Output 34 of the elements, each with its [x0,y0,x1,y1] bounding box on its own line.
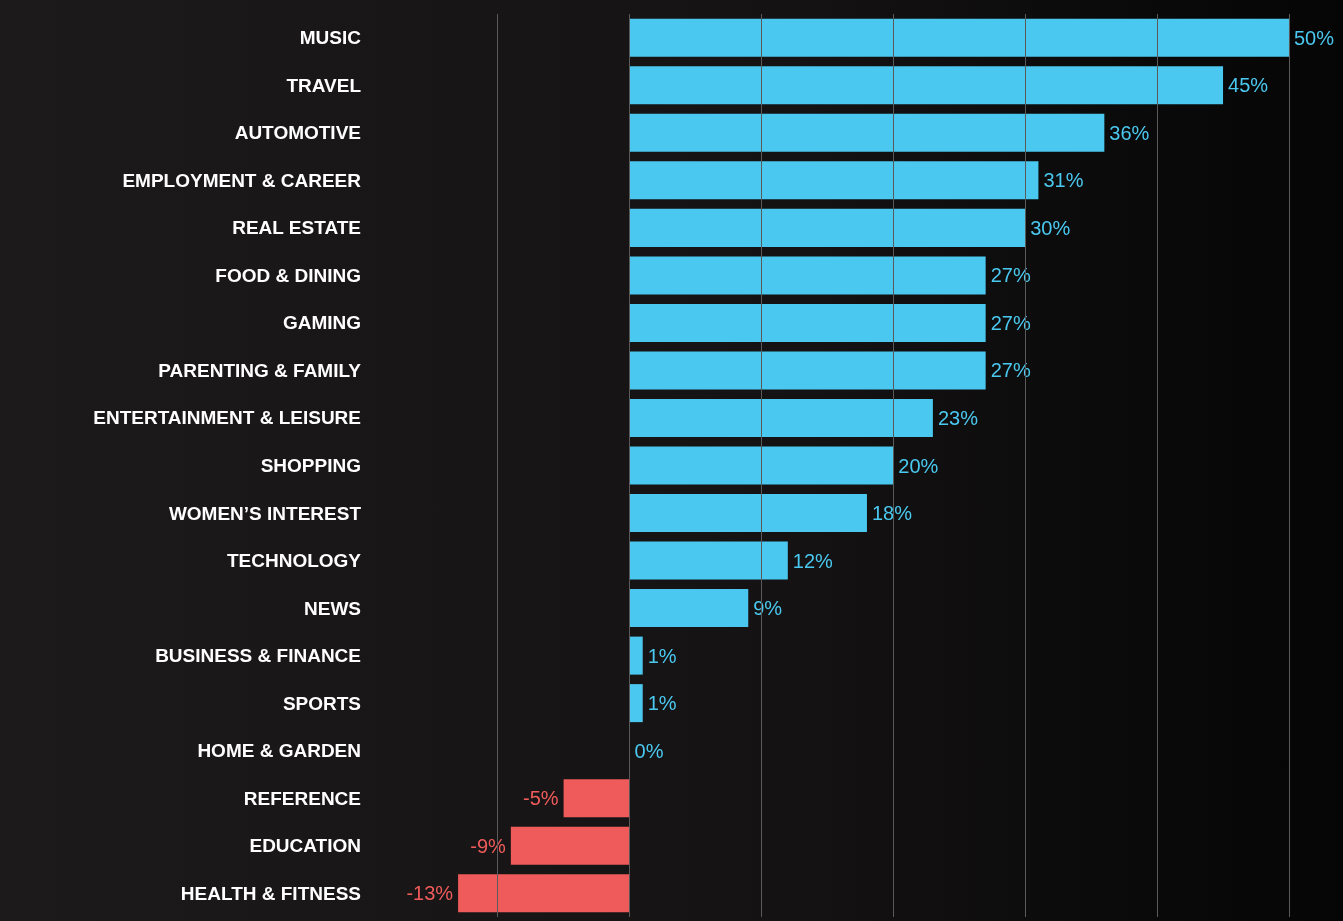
data-label: 31% [1043,169,1084,192]
y-tick-label: FOOD & DINING [215,264,361,286]
data-label: -13% [406,882,454,905]
y-tick-label: TRAVEL [286,74,362,96]
y-tick-label: WOMEN’S INTEREST [168,502,362,524]
data-label: 1% [647,692,677,715]
data-label: 23% [937,406,979,429]
y-tick-label: REAL ESTATE [232,217,361,239]
y-tick-label: TECHNOLOGY [226,550,362,572]
data-label: 45% [1228,74,1269,97]
data-label: 12% [792,549,834,572]
data-label: -5% [523,787,559,810]
data-label: 36% [1109,121,1150,144]
y-tick-label: GAMING [282,312,361,334]
data-label: 18% [871,502,913,525]
y-tick-label: REFERENCE [243,787,361,809]
data-label: 20% [898,454,939,477]
data-label: -9% [470,834,507,857]
y-tick-label: NEWS [304,597,361,619]
y-tick-label: MUSIC [299,27,362,49]
data-label: 30% [1030,216,1071,239]
data-label: 50% [1293,26,1335,49]
y-tick-label: HOME & GARDEN [197,740,361,762]
y-tick-label: HEALTH & FITNESS [180,882,361,904]
y-tick-label: EMPLOYMENT & CAREER [122,169,362,191]
y-tick-label: SHOPPING [260,455,361,476]
data-label: 1% [647,644,677,667]
y-tick-label: SPORTS [282,692,361,714]
data-label: 0% [634,739,664,762]
y-tick-label: EDUCATION [249,835,361,857]
y-tick-label: PARENTING & FAMILY [158,359,362,381]
y-tick-label: BUSINESS & FINANCE [155,645,361,667]
y-tick-label: ENTERTAINMENT & LEISURE [93,407,361,429]
y-tick-label: AUTOMOTIVE [234,122,361,144]
